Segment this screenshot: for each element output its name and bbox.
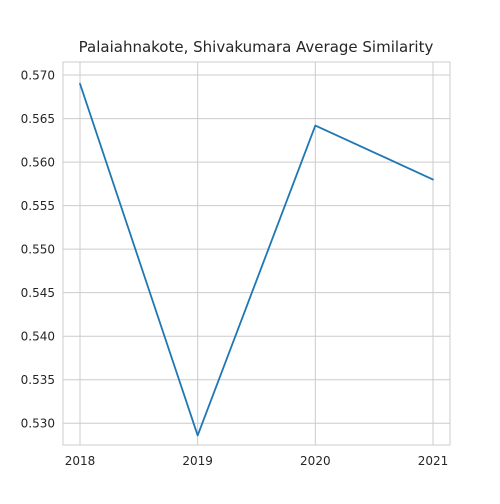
y-tick-label: 0.545 bbox=[21, 286, 55, 300]
y-axis-ticks: 0.530 0.535 0.540 0.545 0.550 0.555 0.560 0.565… bbox=[21, 69, 55, 431]
y-tick-label: 0.570 bbox=[21, 69, 55, 83]
y-tick-label: 0.530 bbox=[21, 417, 55, 431]
chart-title: Palaiahnakote, Shivakumara Average Simil… bbox=[79, 38, 434, 56]
y-tick-label: 0.540 bbox=[21, 330, 55, 344]
series-layer bbox=[80, 84, 433, 436]
plot-area-frame bbox=[63, 62, 450, 445]
series-line bbox=[80, 84, 433, 436]
y-tick-label: 0.555 bbox=[21, 199, 55, 213]
x-tick-label: 2020 bbox=[300, 454, 331, 468]
x-tick-label: 2021 bbox=[418, 454, 449, 468]
y-tick-label: 0.565 bbox=[21, 112, 55, 126]
x-tick-label: 2019 bbox=[182, 454, 213, 468]
y-tick-label: 0.550 bbox=[21, 243, 55, 257]
y-tick-label: 0.560 bbox=[21, 156, 55, 170]
grid-lines bbox=[63, 62, 450, 445]
x-axis-ticks: 2018 2019 2020 2021 bbox=[65, 454, 449, 468]
y-tick-label: 0.535 bbox=[21, 373, 55, 387]
x-tick-label: 2018 bbox=[65, 454, 96, 468]
